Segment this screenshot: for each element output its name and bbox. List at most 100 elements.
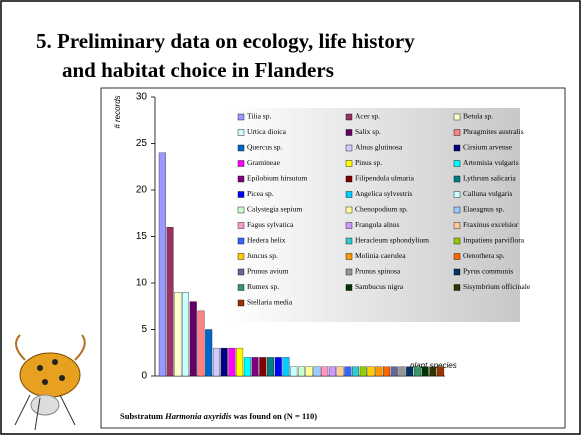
slide-title: and habitat choice in Flanders	[62, 58, 334, 82]
bar	[375, 367, 382, 376]
bar	[321, 367, 328, 376]
bar	[391, 367, 398, 376]
bar	[159, 153, 166, 376]
bar	[259, 357, 266, 376]
bar	[430, 367, 437, 376]
legend-label: Quercus sp.	[247, 143, 283, 152]
bar	[182, 292, 189, 376]
y-tick-label: 15	[136, 231, 148, 242]
y-axis-label: # records	[113, 95, 122, 128]
bar	[399, 367, 406, 376]
y-tick-label: 30	[136, 92, 148, 103]
legend-label: Fagus sylvatica	[247, 220, 294, 229]
y-tick-label: 5	[141, 324, 147, 335]
legend-swatch	[346, 238, 352, 244]
legend-swatch	[454, 145, 460, 151]
slide-title: 5. Preliminary data on ecology, life his…	[36, 29, 415, 53]
bar	[174, 292, 181, 376]
bar	[345, 367, 352, 376]
legend-swatch	[454, 192, 460, 198]
bar	[267, 357, 274, 376]
legend-swatch	[346, 192, 352, 198]
legend-swatch	[238, 223, 244, 229]
bar	[236, 348, 243, 376]
legend-swatch	[238, 207, 244, 213]
legend-swatch	[454, 238, 460, 244]
legend-label: Prunus avium	[247, 267, 289, 276]
legend-label: Chenopodium sp.	[355, 205, 408, 214]
y-tick-label: 20	[136, 185, 148, 196]
legend-swatch	[238, 254, 244, 260]
legend-swatch	[238, 192, 244, 198]
bar	[198, 311, 205, 376]
legend-swatch	[454, 130, 460, 136]
bar	[314, 367, 321, 376]
legend-swatch	[346, 130, 352, 136]
legend-label: Molinia caerulea	[355, 251, 406, 260]
bar	[283, 357, 290, 376]
legend-label: Phragmites australis	[463, 127, 524, 136]
legend-label: Urtica dioica	[247, 127, 287, 136]
legend-label: Lythrum salicaria	[463, 174, 516, 183]
bar	[329, 367, 336, 376]
bar	[252, 357, 259, 376]
legend-swatch	[346, 285, 352, 291]
bar	[406, 367, 413, 376]
legend-label: Cirsium arvense	[463, 143, 513, 152]
legend-label: Acer sp.	[355, 112, 380, 121]
legend-swatch	[238, 161, 244, 167]
legend-swatch	[454, 223, 460, 229]
legend-swatch	[238, 114, 244, 120]
legend-swatch	[454, 254, 460, 260]
slide: 5. Preliminary data on ecology, life his…	[0, 0, 581, 435]
bar	[205, 330, 212, 377]
legend-label: Juncus sp.	[247, 251, 278, 260]
legend-label: Artemisia vulgaris	[463, 158, 519, 167]
bar	[190, 302, 197, 376]
legend-label: Betula sp.	[463, 112, 493, 121]
legend-swatch	[238, 145, 244, 151]
bar	[437, 367, 444, 376]
bar	[306, 367, 313, 376]
bar	[213, 348, 220, 376]
bar	[229, 348, 236, 376]
bar	[167, 227, 174, 376]
legend-swatch	[238, 300, 244, 306]
legend-label: Salix sp.	[355, 127, 381, 136]
legend-swatch	[238, 130, 244, 136]
legend-label: Impatiens parviflora	[463, 236, 525, 245]
y-tick-label: 0	[141, 371, 147, 382]
bar	[360, 367, 367, 376]
legend-label: Sisymbrium officinale	[463, 282, 531, 291]
bar	[275, 357, 282, 376]
footnote: Substratum Harmonia axyridis was found o…	[120, 411, 317, 421]
legend-swatch	[454, 161, 460, 167]
legend-swatch	[238, 176, 244, 182]
bar	[298, 367, 305, 376]
legend-swatch	[238, 238, 244, 244]
legend-swatch	[346, 161, 352, 167]
legend-swatch	[346, 269, 352, 275]
y-tick-label: 25	[136, 138, 148, 149]
legend-swatch	[454, 269, 460, 275]
y-tick-label: 10	[136, 278, 148, 289]
bar	[244, 357, 251, 376]
bar	[352, 367, 359, 376]
bar	[414, 367, 421, 376]
bar	[368, 367, 375, 376]
legend-label: Fraxinus excelsior	[463, 220, 519, 229]
legend-swatch	[454, 176, 460, 182]
legend-swatch	[346, 145, 352, 151]
bar	[221, 348, 228, 376]
bar	[290, 367, 297, 376]
bar	[383, 367, 390, 376]
legend-label: Calluna vulgaris	[463, 189, 512, 198]
legend-label: Oenothera sp.	[463, 251, 505, 260]
legend-label: Pinus sp.	[355, 158, 382, 167]
legend-swatch	[454, 114, 460, 120]
legend-label: Gramineae	[247, 158, 281, 167]
legend-label: Epilobium hirsutum	[247, 174, 307, 183]
legend-swatch	[346, 254, 352, 260]
legend-label: Tilia sp.	[247, 112, 271, 121]
legend-label: Calystegia sepium	[247, 205, 302, 214]
